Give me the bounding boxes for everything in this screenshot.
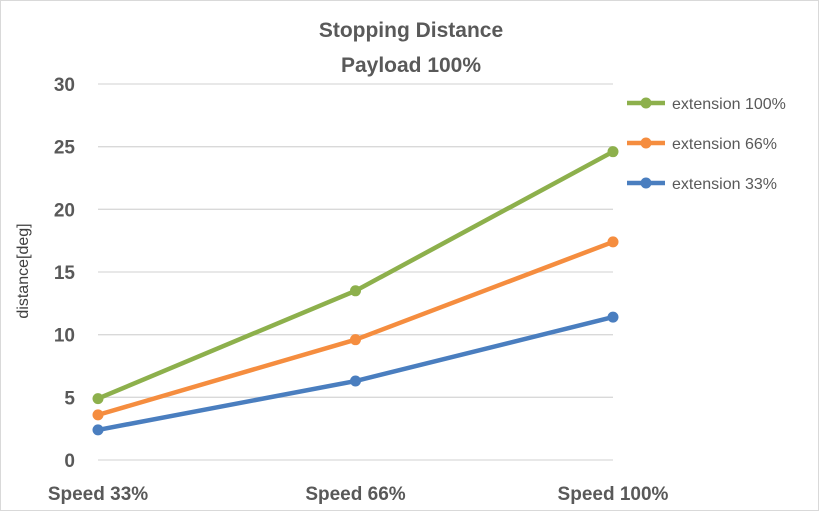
legend-marker (640, 97, 652, 109)
y-tick-label: 25 (54, 138, 76, 159)
series-line (97, 149, 615, 401)
legend-label: extension 66% (672, 136, 777, 153)
x-tick-label: Speed 100% (558, 484, 669, 505)
data-point (92, 409, 104, 421)
legend-marker (640, 137, 652, 149)
y-tick-label: 30 (54, 75, 75, 96)
data-point (607, 146, 619, 158)
data-point (607, 236, 619, 248)
y-tick-label: 20 (54, 200, 75, 221)
x-tick-label: Speed 33% (48, 484, 148, 505)
y-axis-label: distance[deg] (15, 223, 32, 318)
data-point (350, 334, 361, 346)
data-point (607, 311, 619, 323)
data-point (92, 393, 104, 405)
series-line (97, 239, 614, 418)
data-point (350, 285, 361, 297)
legend-label: extension 33% (672, 176, 777, 193)
y-tick-label: 10 (54, 326, 75, 347)
chart-title: Stopping Distance (319, 19, 503, 42)
data-point (92, 424, 104, 436)
y-tick-label: 5 (64, 388, 75, 409)
y-tick-label: 15 (54, 263, 76, 284)
legend-label: extension 100% (672, 96, 786, 113)
x-tick-label: Speed 66% (305, 484, 405, 505)
chart-subtitle: Payload 100% (341, 54, 481, 77)
legend-marker (640, 177, 652, 189)
y-tick-label: 0 (64, 451, 75, 472)
data-point (350, 375, 361, 387)
